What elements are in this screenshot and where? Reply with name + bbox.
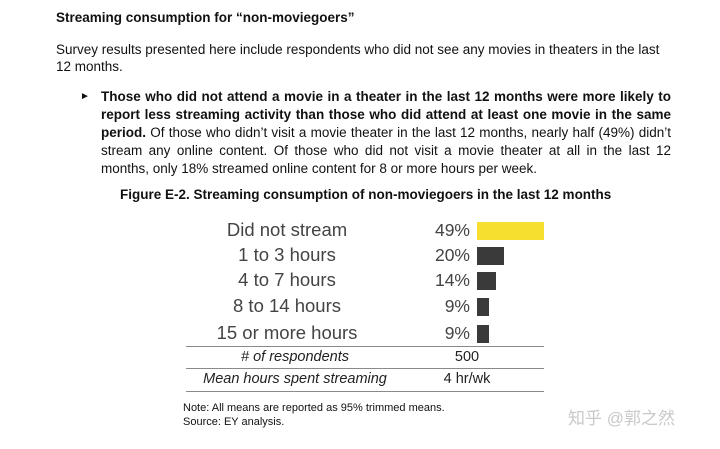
bullet-paragraph: Those who did not attend a movie in a th…	[101, 88, 671, 178]
value-label: 49%	[434, 220, 470, 240]
bar	[477, 272, 496, 290]
value-label: 20%	[434, 245, 470, 265]
category-label: 4 to 7 hours	[238, 269, 336, 290]
bullet-arrow-icon: ►	[80, 91, 90, 102]
mean-hours-value: 4 hr/wk	[443, 371, 491, 387]
value-label: 9%	[444, 296, 470, 316]
table-middle-rule	[186, 368, 544, 369]
category-label: 1 to 3 hours	[238, 244, 336, 265]
bar	[477, 298, 489, 316]
value-label: 14%	[434, 270, 470, 290]
bar	[477, 247, 504, 265]
figure-caption: Figure E-2. Streaming consumption of non…	[120, 187, 612, 202]
mean-hours-label: Mean hours spent streaming	[203, 371, 387, 387]
value-label: 9%	[444, 323, 470, 343]
bullet-body-text: Of those who didn’t visit a movie theate…	[101, 125, 671, 176]
source-text: Source: EY analysis.	[183, 416, 285, 428]
bullet-bold-text: Those who did not attend a movie in a th…	[101, 89, 671, 140]
bar	[477, 325, 489, 343]
watermark: 知乎 @郭之然	[568, 409, 675, 428]
respondents-value: 500	[454, 349, 480, 365]
note-text: Note: All means are reported as 95% trim…	[183, 402, 445, 414]
category-label: Did not stream	[226, 219, 348, 240]
intro-paragraph: Survey results presented here include re…	[56, 42, 660, 74]
bar	[477, 222, 544, 240]
table-bottom-rule	[186, 391, 544, 392]
category-label: 8 to 14 hours	[233, 295, 341, 316]
section-heading: Streaming consumption for “non-moviegoer…	[56, 10, 355, 25]
table-top-rule	[186, 346, 544, 347]
category-label: 15 or more hours	[216, 322, 358, 343]
respondents-label: # of respondents	[240, 349, 350, 365]
